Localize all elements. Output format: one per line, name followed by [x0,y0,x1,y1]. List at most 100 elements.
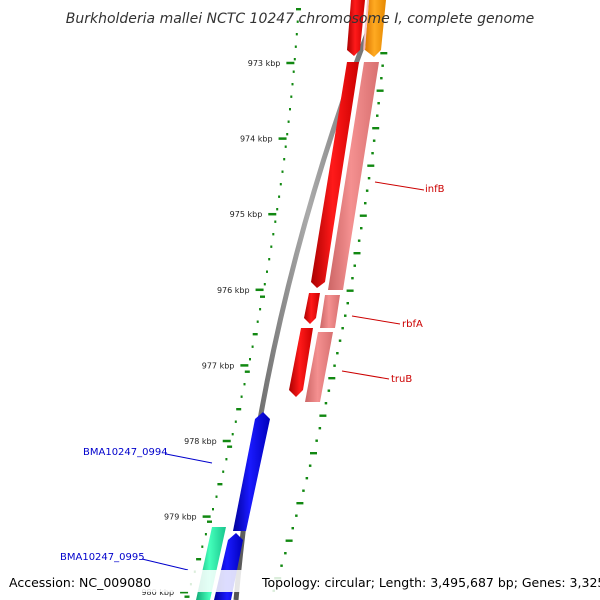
gc-dot-inner [283,158,286,161]
gc-dot-outer [359,214,367,217]
gene-BMA10247-0994 [233,412,270,531]
gene-truB-red [289,328,313,397]
gc-dot-outer [360,227,363,230]
gc-dot-inner [227,445,233,448]
gc-dot-inner [284,145,287,148]
gc-dot-inner [260,295,265,298]
gc-dot-outer [367,177,371,180]
gc-dot-inner [290,95,293,98]
gc-dot-inner [256,320,259,323]
kbp-tick-label: 976 kbp [217,286,250,295]
gc-dot-inner [294,45,297,48]
kbp-tick-label: 980 kbp [141,588,174,597]
gene-label-rbfA[interactable]: rbfA [402,319,423,330]
gc-dot-outer [353,264,356,267]
gc-dot-inner [217,483,223,486]
gc-dot-outer [341,327,344,330]
label-leader-lines [141,181,425,571]
gc-dot-outer [338,339,342,342]
gc-dot-inner [295,33,298,36]
gc-dot-inner [259,308,262,311]
gc-dot-outer [367,164,375,167]
gc-dot-outer [364,202,367,205]
gc-dot-outer [324,402,328,405]
gc-dot-outer [381,64,384,67]
kbp-tick-label: 973 kbp [248,59,281,68]
gc-dot-outer [353,252,361,255]
gc-dot-inner [270,245,273,248]
gc-dot-outer [305,477,309,480]
gene-label-BMA10247-0994[interactable]: BMA10247_0994 [83,447,168,458]
gc-dot-inner [196,558,202,561]
kbp-tick-label: 974 kbp [240,135,273,144]
gc-dot-outer [315,439,318,442]
gc-dot-outer [319,414,327,417]
gene-infB-pink [328,62,379,290]
gc-dot-inner [289,108,291,111]
kbp-ruler: 973 kbp 974 kbp 975 kbp 976 kbp 977 kbp 978 k… [141,59,295,597]
gc-dot-outer [357,239,361,242]
gc-dot-outer [346,289,354,292]
gc-dot-outer [295,514,298,517]
gene-segment-top [347,0,365,56]
gc-dot-inner [215,495,218,498]
gc-dot-inner [268,258,271,261]
gc-dot-outer [376,89,384,92]
gc-dot-inner [279,183,282,186]
gc-dot-outer [351,277,354,280]
gene-label-BMA10247-0995[interactable]: BMA10247_0995 [60,552,145,563]
gene-segment-orange [365,0,386,57]
gc-dot-outer [280,564,283,567]
gc-dot-inner [287,120,290,123]
gc-dot-inner [266,270,268,273]
gc-dot-inner [201,545,204,548]
gc-dot-inner [207,520,212,523]
gene-segment-rose [363,0,369,50]
gc-dot-inner [243,383,246,386]
gc-dot-outer [380,52,388,55]
gene-rbfA-pink [320,295,340,328]
gc-dot-outer [328,377,336,380]
gene-label-infB[interactable]: infB [425,184,445,195]
kbp-tick-label: 975 kbp [230,210,263,219]
gc-dot-inner [231,433,234,436]
gc-dot-inner [249,358,251,361]
gc-dot-inner [278,195,281,198]
gc-dot-outer [333,364,336,367]
gene-label-truB[interactable]: truB [391,374,412,385]
gc-dot-inner [281,170,284,173]
gc-dot-outer [308,464,312,467]
gc-dot-outer [291,527,294,530]
gc-dot-outer [310,452,317,455]
gc-dot-inner [296,20,299,23]
gc-dot-outer [302,489,305,492]
gc-dot-inner [291,83,294,86]
gc-dot-outer [376,114,379,117]
gc-dot-outer [365,189,369,192]
gc-dot-outer [336,352,339,355]
gc-dot-outer [372,127,380,130]
kbp-tick-label: 979 kbp [164,513,197,522]
gc-dot-inner [251,345,254,348]
gc-dot-inner [240,395,243,398]
gc-dot-inner [212,508,214,511]
gene-infB-red [311,62,359,288]
gc-dot-outer [327,389,331,392]
gc-dot-inner [236,408,242,411]
gc-dot-outer [344,314,347,317]
gc-dot-outer [380,77,383,80]
gc-dot-inner [252,333,258,336]
gene-rbfA-red [304,293,320,324]
gc-dot-inner [296,8,301,11]
map-title: Burkholderia mallei NCTC 10247 chromosom… [66,11,535,27]
gc-dot-inner [286,133,289,136]
gc-dot-inner [263,283,266,286]
gc-dot-inner [244,370,250,373]
gc-dot-inner [184,595,190,598]
accession-text: Accession: NC_009080 [9,575,151,590]
gene-truB-pink [305,332,333,402]
gc-dot-outer [285,539,293,542]
gc-dot-outer [377,102,380,105]
gc-dot-inner [276,208,279,211]
